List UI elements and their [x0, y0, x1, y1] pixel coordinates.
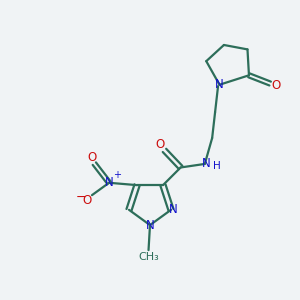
Text: O: O: [155, 138, 165, 151]
Text: N: N: [105, 176, 114, 189]
Text: +: +: [113, 170, 121, 180]
Text: O: O: [87, 151, 97, 164]
Text: CH₃: CH₃: [138, 252, 159, 262]
Text: N: N: [214, 78, 223, 91]
Text: H: H: [213, 161, 221, 171]
Text: N: N: [146, 219, 154, 232]
Text: −: −: [76, 191, 86, 204]
Text: N: N: [169, 203, 178, 216]
Text: O: O: [82, 194, 91, 207]
Text: O: O: [272, 79, 281, 92]
Text: N: N: [202, 157, 211, 170]
